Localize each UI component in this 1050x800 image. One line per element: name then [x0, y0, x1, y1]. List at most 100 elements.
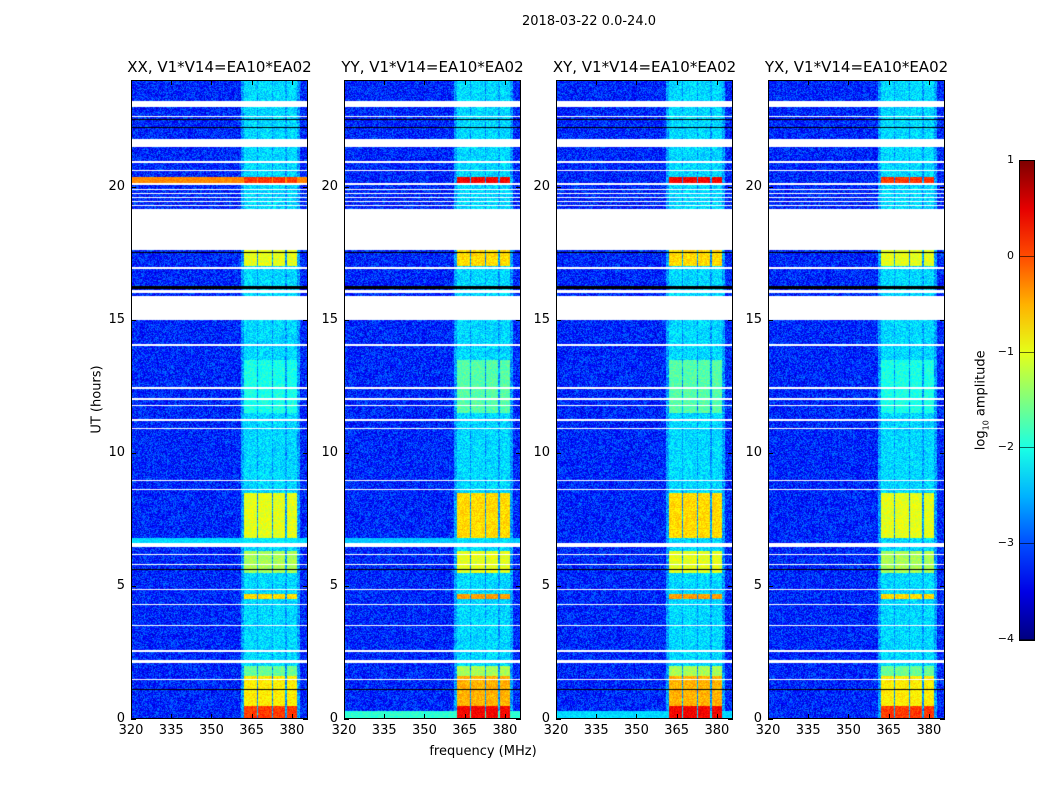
- y-tick: [940, 452, 945, 454]
- y-tick: [940, 719, 945, 720]
- x-tick: [384, 80, 386, 85]
- colorbar-tick-label: −4: [997, 632, 1014, 645]
- x-tick-label: 380: [916, 723, 942, 738]
- y-tick: [768, 585, 773, 587]
- y-tick-label: 20: [108, 178, 125, 194]
- y-tick: [303, 452, 308, 454]
- x-tick: [211, 80, 213, 85]
- x-tick-label: 380: [492, 723, 518, 738]
- x-tick: [676, 80, 678, 85]
- y-tick-label: 10: [745, 444, 762, 460]
- y-tick: [303, 719, 308, 720]
- y-tick-label: 5: [753, 577, 762, 593]
- x-tick: [596, 80, 598, 85]
- y-tick-label: 5: [541, 577, 550, 593]
- y-tick: [768, 719, 773, 720]
- colorbar-tick: [1019, 543, 1035, 545]
- y-tick: [516, 719, 521, 720]
- x-tick: [556, 80, 557, 85]
- x-tick: [344, 714, 345, 719]
- x-tick-label: 365: [664, 723, 690, 738]
- y-tick-label: 10: [533, 444, 550, 460]
- x-tick: [768, 714, 769, 719]
- colorbar-tick-label: 0: [1007, 248, 1014, 262]
- x-axis-label: frequency (MHz): [429, 744, 537, 759]
- x-tick-label: 380: [704, 723, 730, 738]
- y-tick: [131, 585, 136, 587]
- y-tick: [344, 186, 349, 188]
- colorbar-tick: [1019, 447, 1035, 449]
- x-tick: [251, 714, 253, 719]
- colorbar-label: log10 amplitude: [973, 350, 991, 451]
- y-tick-label: 20: [321, 178, 338, 194]
- x-tick: [676, 714, 678, 719]
- y-tick-label: 15: [321, 311, 338, 327]
- x-tick: [171, 80, 173, 85]
- x-tick: [464, 80, 466, 85]
- x-tick-label: 365: [876, 723, 902, 738]
- y-tick-label: 15: [108, 311, 125, 327]
- y-tick: [728, 585, 733, 587]
- x-tick: [636, 714, 638, 719]
- x-tick: [928, 714, 930, 719]
- y-tick: [556, 319, 561, 321]
- x-tick: [808, 714, 810, 719]
- x-tick: [171, 714, 173, 719]
- colorbar: [1019, 160, 1035, 641]
- panel-title: XY, V1*V14=EA10*EA02: [552, 58, 737, 76]
- spectrogram-panel-3: YX, V1*V14=EA10*EA02 0 5 10 15 20 320 335 350 365…: [745, 58, 948, 738]
- x-tick-label: 335: [795, 723, 821, 738]
- y-tick: [344, 319, 349, 321]
- y-tick: [940, 319, 945, 321]
- x-tick-label: 350: [624, 723, 649, 738]
- spectrogram-panel-2: XY, V1*V14=EA10*EA02 0 5 10 15 20 320 335 350 365…: [533, 58, 736, 738]
- y-tick: [768, 452, 773, 454]
- y-tick: [728, 452, 733, 454]
- x-tick: [131, 80, 132, 85]
- y-tick-label: 5: [116, 577, 125, 593]
- x-tick: [848, 80, 850, 85]
- x-tick: [424, 714, 426, 719]
- y-tick-label: 15: [745, 311, 762, 327]
- y-tick: [344, 452, 349, 454]
- x-tick-label: 320: [118, 723, 144, 738]
- x-tick: [716, 80, 718, 85]
- x-tick: [251, 80, 253, 85]
- heatmap-image: [556, 80, 733, 719]
- colorbar-tick: [1019, 351, 1035, 353]
- y-tick: [728, 186, 733, 188]
- x-tick: [888, 80, 890, 85]
- panel-title: YY, V1*V14=EA10*EA02: [341, 58, 524, 76]
- y-tick: [131, 452, 136, 454]
- y-tick: [344, 719, 349, 720]
- y-tick: [940, 186, 945, 188]
- x-tick: [556, 714, 557, 719]
- heatmap-image: [768, 80, 945, 719]
- x-tick: [848, 714, 850, 719]
- colorbar-tick-label: −3: [997, 536, 1014, 550]
- y-tick: [516, 319, 521, 321]
- y-tick: [516, 452, 521, 454]
- x-tick: [464, 714, 466, 719]
- y-tick-label: 0: [753, 711, 762, 726]
- y-tick-label: 20: [533, 178, 550, 194]
- x-tick: [596, 714, 598, 719]
- x-tick: [504, 80, 506, 85]
- x-tick-label: 335: [371, 723, 397, 738]
- y-tick: [131, 186, 136, 188]
- y-tick: [516, 585, 521, 587]
- y-tick: [768, 186, 773, 188]
- x-tick-label: 350: [412, 723, 437, 738]
- y-tick: [768, 319, 773, 321]
- y-axis-label: UT (hours): [89, 365, 105, 434]
- y-tick-label: 5: [329, 577, 338, 593]
- x-tick-label: 320: [543, 723, 569, 738]
- y-tick: [556, 452, 561, 454]
- y-tick: [728, 719, 733, 720]
- x-tick: [424, 80, 426, 85]
- panel-title: XX, V1*V14=EA10*EA02: [127, 58, 312, 76]
- y-tick-label: 0: [541, 711, 550, 726]
- spectrogram-panel-0: XX, V1*V14=EA10*EA02 0 5 10 15 20 320 335 350 365…: [108, 58, 311, 738]
- heatmap-image: [131, 80, 308, 719]
- y-tick: [556, 186, 561, 188]
